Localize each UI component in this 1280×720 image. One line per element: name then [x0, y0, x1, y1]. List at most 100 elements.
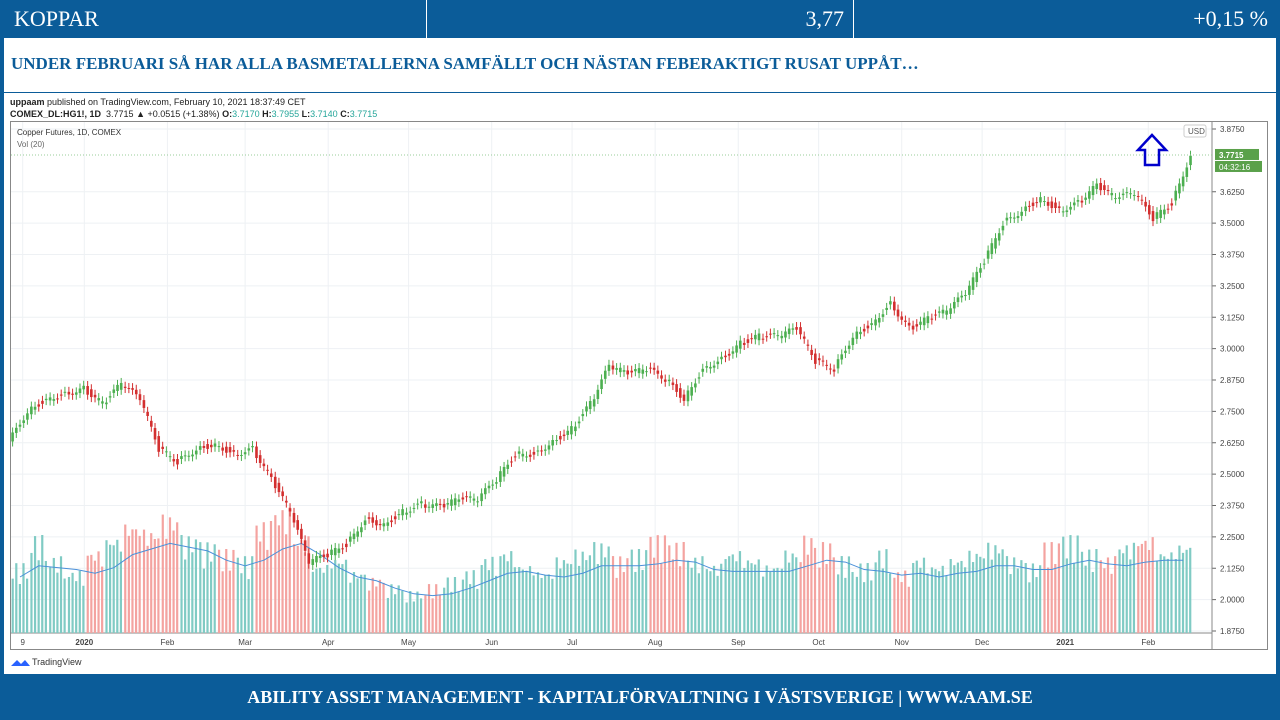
- candle-body: [176, 459, 179, 465]
- candle-body: [93, 394, 97, 398]
- candle-body: [191, 454, 194, 457]
- h-label: H:: [262, 109, 272, 119]
- volume-bar: [109, 544, 112, 633]
- candle-body: [964, 295, 967, 297]
- candle-body: [412, 507, 416, 509]
- volume-bar: [206, 542, 209, 633]
- candle-body: [18, 424, 22, 427]
- volume-bar: [397, 585, 400, 633]
- candle-body: [1185, 167, 1189, 177]
- candle-body: [52, 399, 56, 401]
- volume-bar: [532, 575, 535, 633]
- volume-bar: [540, 577, 543, 633]
- candle-body: [461, 497, 465, 500]
- volume-bar: [510, 551, 513, 633]
- volume-bar: [888, 573, 892, 633]
- candle-body: [63, 391, 67, 393]
- candle-body: [1088, 191, 1091, 199]
- candle-body: [281, 491, 284, 497]
- volume-bar: [832, 557, 835, 633]
- volume-bar: [1166, 558, 1169, 633]
- candle-body: [82, 385, 85, 390]
- candle-body: [1001, 225, 1005, 231]
- y-tick-label: 3.2500: [1220, 282, 1245, 291]
- volume-bar: [1099, 560, 1102, 633]
- candle-body: [112, 389, 116, 393]
- volume-bar: [86, 555, 89, 633]
- candle-body: [889, 301, 892, 305]
- volume-bar: [581, 551, 584, 633]
- y-tick-label: 2.5000: [1220, 470, 1245, 479]
- volume-bar: [472, 570, 475, 633]
- candle-body: [1140, 199, 1144, 201]
- volume-bar: [274, 515, 277, 633]
- candle-body: [59, 394, 63, 396]
- candle-body: [127, 387, 131, 389]
- candle-body: [1099, 182, 1102, 191]
- candle-body: [679, 388, 682, 398]
- volume-bar: [41, 535, 44, 633]
- candle-body: [1084, 197, 1087, 200]
- volume-bar: [1174, 558, 1177, 633]
- candle-body: [405, 512, 408, 515]
- volume-bar: [855, 576, 858, 633]
- volume-bar: [668, 545, 671, 633]
- volume-bar: [491, 556, 494, 633]
- volume-bar: [150, 533, 153, 633]
- volume-bar: [1076, 535, 1079, 633]
- candle-body: [288, 508, 292, 512]
- volume-bar: [405, 602, 408, 633]
- candle-body: [949, 308, 952, 314]
- volume-bar: [1069, 535, 1072, 633]
- candle-body: [1072, 202, 1076, 206]
- candle-body: [161, 446, 164, 449]
- volume-bar: [450, 591, 453, 633]
- volume-bar: [956, 562, 959, 633]
- volume-bar: [1050, 542, 1053, 633]
- volume-bar: [712, 565, 716, 633]
- volume-bar: [585, 560, 588, 633]
- ticker-change: +0,15 %: [1193, 6, 1268, 31]
- candle-body: [228, 447, 232, 453]
- volume-bar: [859, 563, 862, 633]
- volume-bar: [787, 562, 791, 633]
- tradingview-logo: TradingView: [32, 657, 82, 667]
- volume-bar: [443, 587, 446, 633]
- candle-body: [738, 340, 742, 349]
- candle-body: [1039, 197, 1042, 203]
- candle-body: [48, 397, 52, 401]
- candle-body: [787, 328, 791, 335]
- volume-bar: [1091, 571, 1094, 633]
- volume-bar: [63, 578, 66, 633]
- candle-body: [401, 509, 404, 516]
- candle-body: [266, 469, 269, 471]
- candle-body: [67, 391, 71, 395]
- candle-body: [975, 271, 979, 283]
- volume-bar: [75, 581, 78, 633]
- candle-body: [645, 371, 648, 373]
- candle-body: [22, 420, 25, 423]
- candle-body: [1005, 217, 1009, 221]
- volume-bar: [484, 559, 487, 633]
- candle-body: [1189, 155, 1192, 166]
- volume-bar: [1028, 582, 1031, 633]
- candle-body: [795, 327, 798, 330]
- candle-body: [577, 421, 581, 424]
- volume-bar: [968, 550, 971, 633]
- volume-bar: [363, 574, 366, 633]
- candle-body: [1106, 189, 1110, 191]
- candle-body: [814, 353, 817, 364]
- volume-bar: [656, 535, 659, 633]
- candle-body: [202, 446, 206, 448]
- volume-bar: [596, 564, 599, 633]
- volume-bar: [1057, 543, 1060, 633]
- volume-bar: [536, 572, 540, 633]
- candle-body: [330, 549, 333, 555]
- candle-body: [701, 368, 705, 372]
- volume-bar: [71, 572, 74, 633]
- volume-bar: [315, 568, 318, 633]
- volume-bar: [293, 544, 296, 633]
- volume-bar: [757, 559, 760, 633]
- candle-body: [74, 392, 78, 395]
